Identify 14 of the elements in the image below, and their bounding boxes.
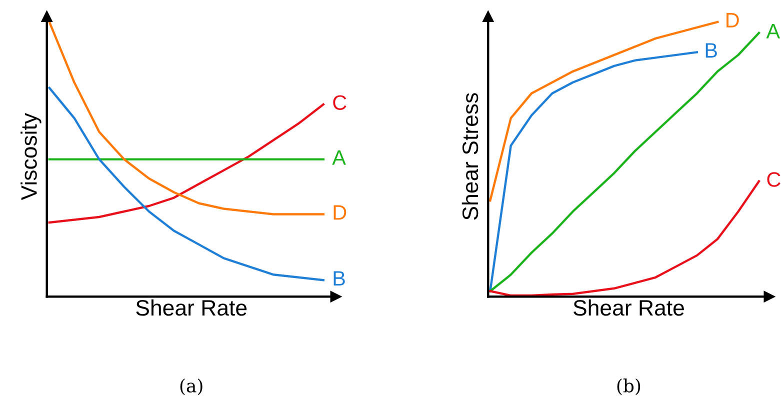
x-axis-title: Shear Rate xyxy=(136,299,247,316)
series-label: C xyxy=(333,95,346,110)
series-label: B xyxy=(706,43,717,58)
x-axis-title: Shear Rate xyxy=(574,299,684,316)
text: (b) xyxy=(617,378,640,396)
series-label: C xyxy=(767,172,780,187)
y-axis-title: Shear Stress xyxy=(462,93,478,220)
series-label: A xyxy=(766,24,780,38)
y-axis-title: Viscosity xyxy=(20,112,42,200)
series-label: D xyxy=(726,13,739,28)
series-label: B xyxy=(334,271,345,286)
series-label: D xyxy=(334,205,346,220)
series-label: A xyxy=(332,150,346,165)
text: (a) xyxy=(180,378,202,396)
